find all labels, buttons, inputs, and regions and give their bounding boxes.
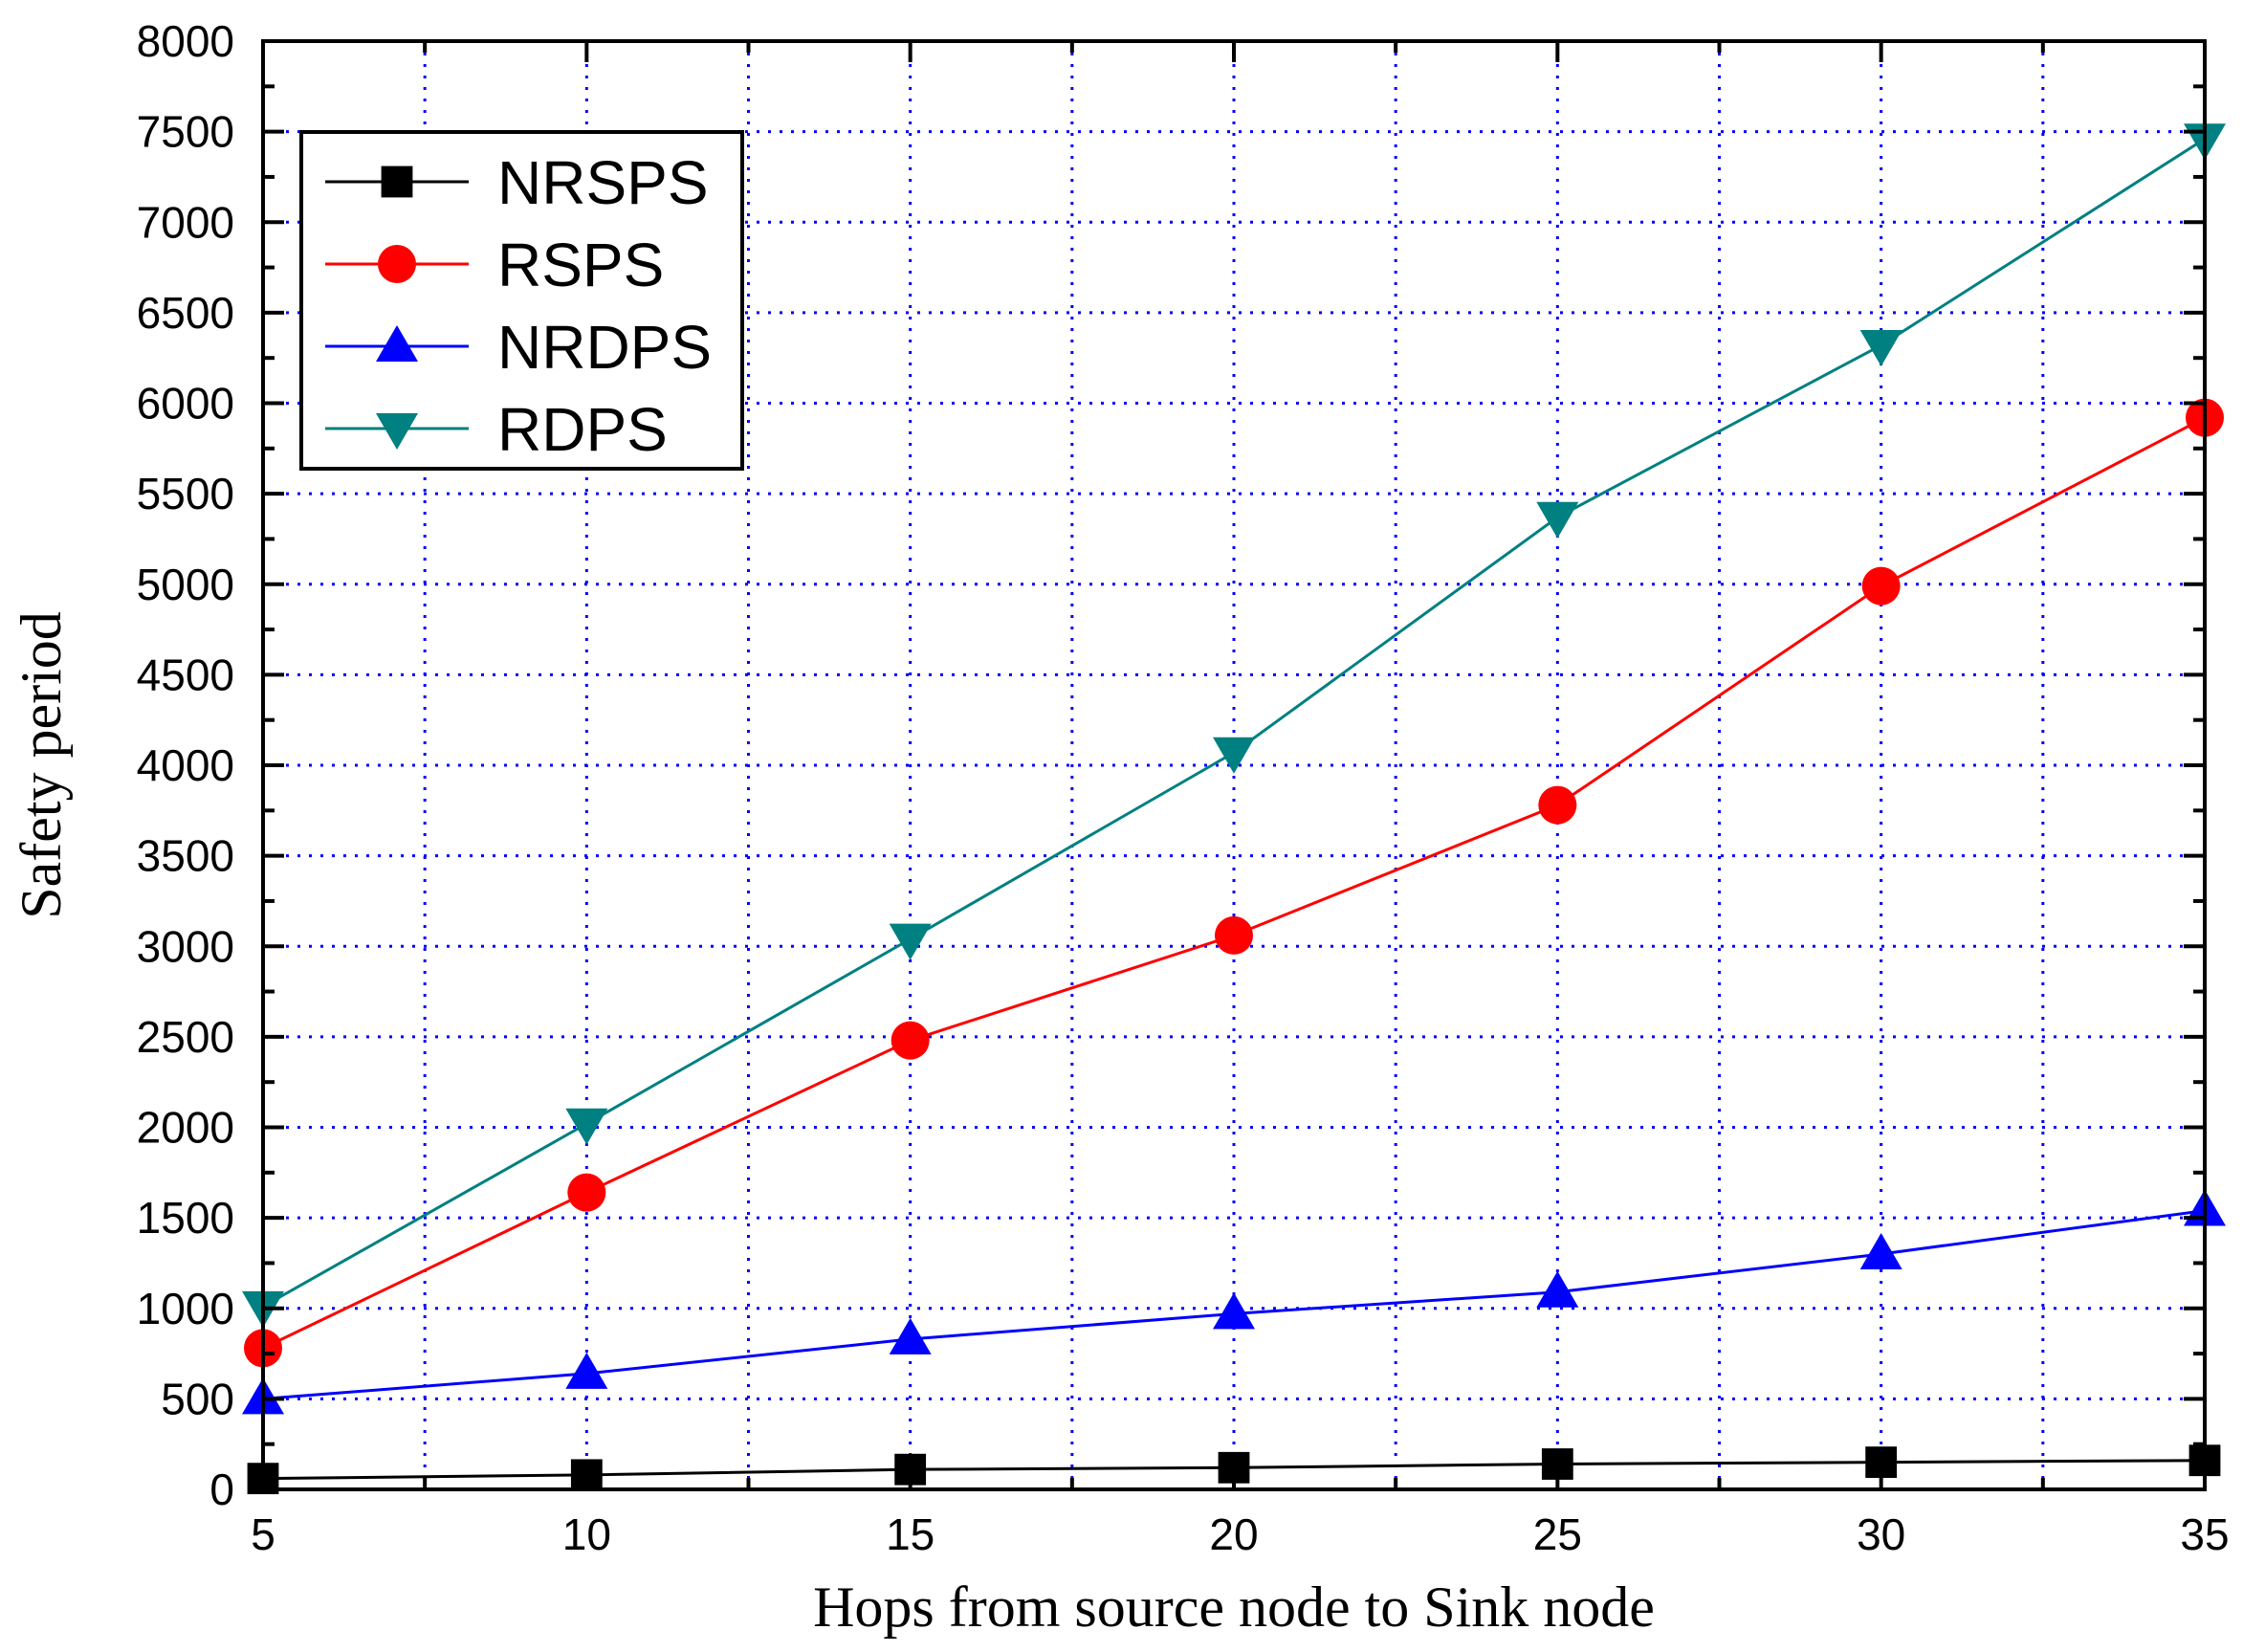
y-tick-label: 7000 bbox=[137, 197, 234, 247]
y-tick-label: 4000 bbox=[137, 740, 234, 790]
y-axis-title: Safety period bbox=[10, 611, 73, 919]
x-tick-label: 20 bbox=[1209, 1509, 1258, 1559]
data-point-rsps bbox=[891, 1021, 930, 1060]
legend-label-rdps: RDPS bbox=[497, 395, 668, 464]
data-point-rdps bbox=[889, 923, 932, 960]
y-tick-label: 2500 bbox=[137, 1012, 234, 1062]
data-point-rdps bbox=[565, 1108, 608, 1145]
data-point-rsps bbox=[1861, 566, 1901, 606]
legend-marker-rsps bbox=[378, 245, 416, 283]
y-tick-label: 3500 bbox=[137, 831, 234, 881]
y-tick-label: 5000 bbox=[137, 560, 234, 609]
legend-marker-nrdps bbox=[376, 325, 418, 362]
y-tick-label: 1500 bbox=[137, 1193, 234, 1243]
x-tick-label: 5 bbox=[251, 1509, 275, 1559]
y-tick-label: 8000 bbox=[137, 16, 234, 66]
legend-marker-nrsps bbox=[381, 165, 413, 198]
legend-label-nrsps: NRSPS bbox=[497, 148, 709, 217]
data-point-nrdps bbox=[565, 1352, 608, 1389]
y-tick-label: 6500 bbox=[137, 288, 234, 338]
data-point-rdps bbox=[1213, 737, 1255, 774]
axis-ticks: 5 10 15 20 25 30 35 0 500 1000 1500 2000 2500 3000 350… bbox=[137, 16, 2230, 1559]
x-tick-label: 15 bbox=[886, 1509, 935, 1559]
data-point-rsps bbox=[1215, 915, 1253, 955]
data-point-nrdps bbox=[889, 1317, 932, 1355]
legend-label-rsps: RSPS bbox=[497, 231, 664, 299]
y-tick-label: 500 bbox=[161, 1374, 234, 1423]
series-rdps bbox=[242, 123, 2226, 1328]
y-tick-label: 2000 bbox=[137, 1103, 234, 1153]
legend-box bbox=[299, 130, 744, 471]
y-tick-label: 3000 bbox=[137, 921, 234, 971]
data-point-rdps bbox=[1536, 501, 1579, 539]
data-point-nrdps bbox=[1213, 1292, 1255, 1330]
x-tick-label: 35 bbox=[2180, 1509, 2229, 1559]
data-point-rsps bbox=[1538, 785, 1577, 825]
data-point-rdps bbox=[1859, 329, 1902, 366]
y-tick-label: 6000 bbox=[137, 379, 234, 429]
data-point-rsps bbox=[567, 1173, 606, 1212]
data-point-nrdps bbox=[1536, 1270, 1579, 1308]
legend: NRSPS RSPS NRDPS RDPS bbox=[299, 130, 744, 471]
y-tick-label: 0 bbox=[209, 1465, 234, 1514]
x-tick-label: 10 bbox=[562, 1509, 611, 1559]
y-tick-label: 1000 bbox=[137, 1284, 234, 1333]
y-tick-label: 5500 bbox=[137, 469, 234, 518]
legend-label-nrdps: NRDPS bbox=[497, 313, 712, 382]
legend-marker-rdps bbox=[376, 413, 418, 450]
y-tick-label: 7500 bbox=[137, 107, 234, 157]
x-axis-title: Hops from source node to Sink node bbox=[813, 1575, 1655, 1639]
y-tick-label: 4500 bbox=[137, 650, 234, 699]
data-point-nrdps bbox=[1859, 1232, 1902, 1269]
x-tick-label: 30 bbox=[1857, 1509, 1905, 1559]
x-tick-label: 25 bbox=[1533, 1509, 1582, 1559]
